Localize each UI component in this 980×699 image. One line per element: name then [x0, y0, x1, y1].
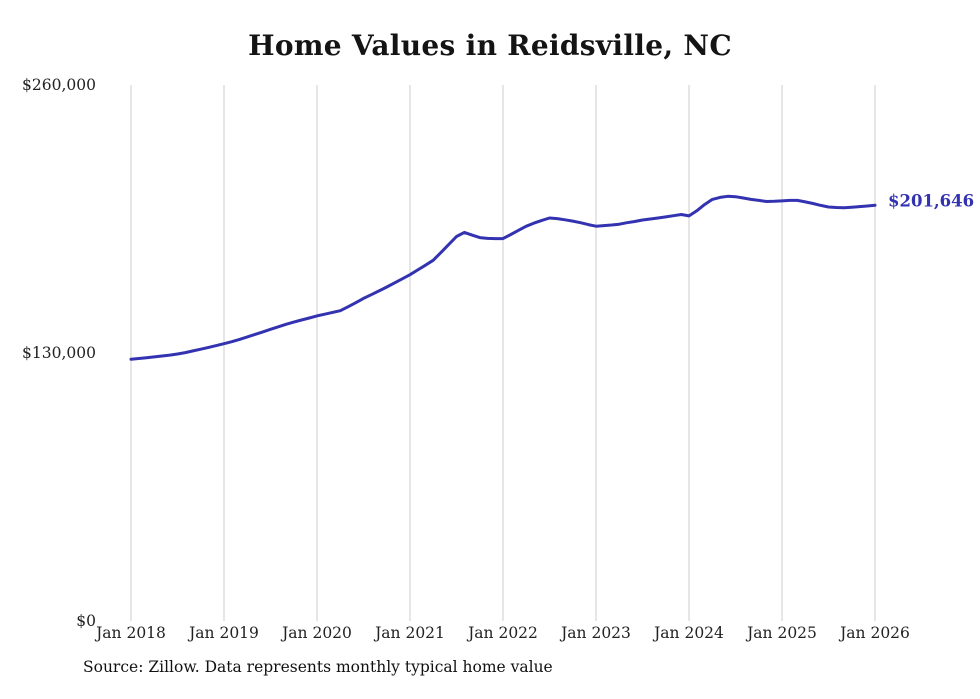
x-tick-label: Jan 2019 [189, 624, 259, 642]
gridlines [130, 85, 876, 621]
x-tick-label: Jan 2018 [96, 624, 166, 642]
x-tick-label: Jan 2023 [561, 624, 631, 642]
value-line [129, 194, 877, 361]
y-tick-label: $130,000 [22, 344, 96, 362]
chart-title: Home Values in Reidsville, NC [248, 29, 732, 62]
end-value-label: $201,646 [888, 191, 975, 211]
x-tick-label: Jan 2020 [282, 624, 352, 642]
source-note: Source: Zillow. Data represents monthly … [83, 658, 553, 676]
x-tick-label: Jan 2025 [747, 624, 817, 642]
x-tick-label: Jan 2026 [840, 624, 910, 642]
y-tick-label: $260,000 [22, 76, 96, 94]
x-tick-label: Jan 2024 [654, 624, 724, 642]
x-tick-label: Jan 2021 [375, 624, 445, 642]
y-tick-label: $0 [76, 612, 96, 630]
x-tick-label: Jan 2022 [468, 624, 538, 642]
